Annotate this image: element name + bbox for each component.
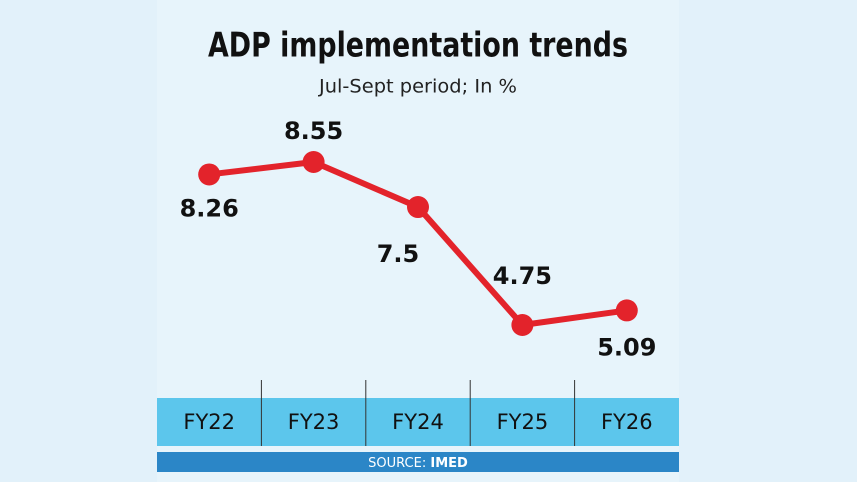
chart-title: ADP implementation trends (208, 26, 628, 66)
value-label: 7.5 (377, 240, 420, 268)
point (407, 196, 429, 219)
chart-subtitle: Jul-Sept period; In % (318, 76, 517, 98)
category-strip (157, 398, 679, 446)
source-label: SOURCE: (368, 456, 426, 471)
value-label: 8.55 (284, 117, 343, 145)
x-tick-label: FY24 (392, 410, 444, 434)
value-label: 4.75 (493, 262, 552, 290)
value-label: 8.26 (180, 194, 239, 222)
x-tick-label: FY26 (601, 410, 653, 434)
point (302, 151, 325, 173)
x-tick-label: FY23 (288, 410, 340, 434)
x-tick-label: FY22 (183, 410, 235, 434)
point (198, 163, 221, 186)
point (511, 314, 534, 336)
source: SOURCE: IMED (368, 456, 468, 471)
x-tick-label: FY25 (497, 410, 549, 434)
source-bar (157, 452, 679, 472)
source-name: IMED (430, 456, 468, 471)
point (615, 299, 638, 322)
value-label: 5.09 (597, 333, 656, 361)
